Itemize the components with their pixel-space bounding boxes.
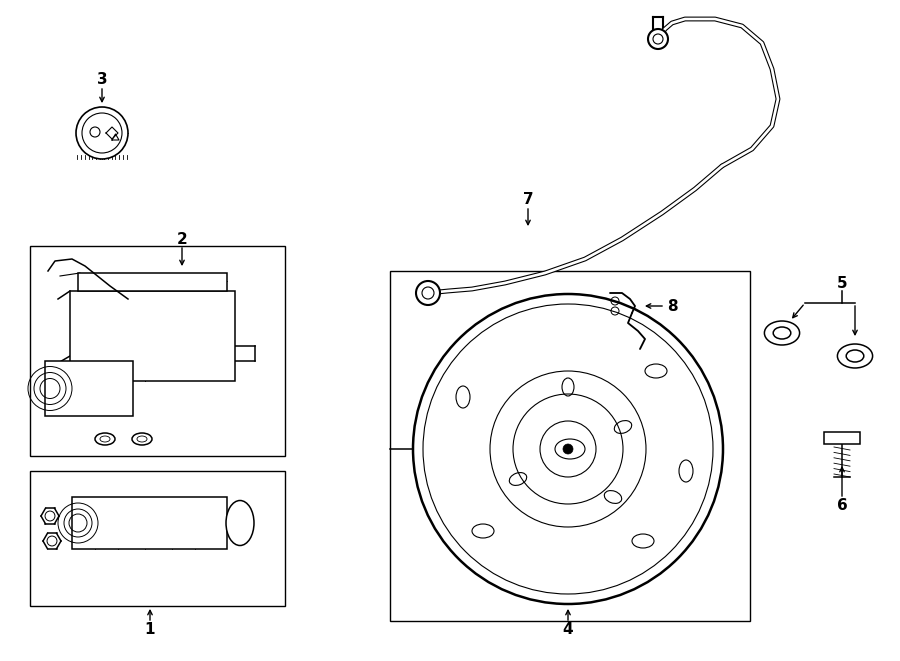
Circle shape	[76, 107, 128, 159]
Bar	[70, 291, 235, 381]
Text: 7: 7	[523, 192, 534, 206]
Circle shape	[82, 113, 122, 153]
Bar	[824, 432, 860, 444]
Bar	[45, 361, 133, 416]
Bar	[78, 273, 227, 291]
Text: 3: 3	[96, 71, 107, 87]
Circle shape	[563, 444, 573, 454]
Text: 5: 5	[837, 276, 847, 290]
Circle shape	[413, 294, 723, 604]
Text: 6: 6	[837, 498, 848, 514]
Circle shape	[416, 281, 440, 305]
Circle shape	[648, 29, 668, 49]
Bar	[30, 246, 285, 456]
Bar	[390, 271, 750, 621]
Ellipse shape	[226, 500, 254, 545]
Text: 4: 4	[562, 621, 573, 637]
Text: 8: 8	[667, 299, 678, 313]
Text: 2: 2	[176, 231, 187, 247]
Bar	[72, 497, 227, 549]
Text: 1: 1	[145, 621, 155, 637]
Bar	[30, 471, 285, 606]
